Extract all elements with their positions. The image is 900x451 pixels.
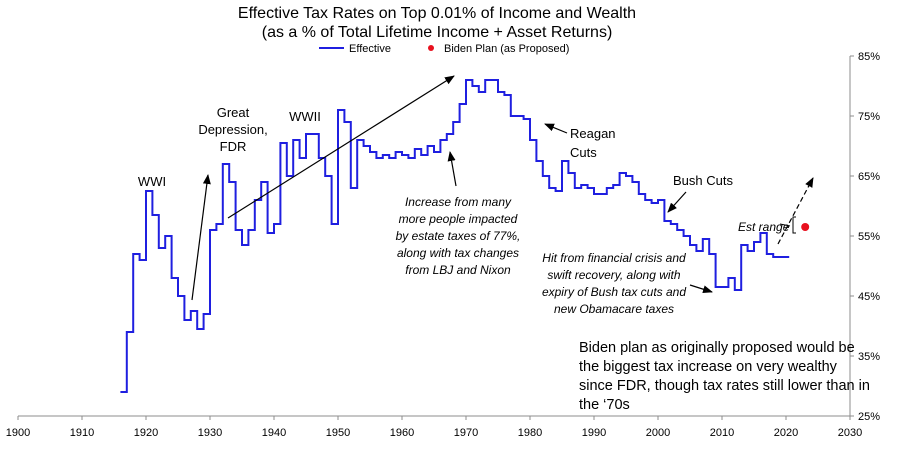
- arrow-estate: [447, 151, 457, 187]
- arrow-reagan: [544, 123, 568, 134]
- series-effective-line: [120, 79, 790, 393]
- biden-note-4: the ‘70s: [579, 397, 630, 413]
- arrow-bush: [667, 191, 687, 213]
- label-great-depression-3: FDR: [220, 139, 247, 154]
- label-great-depression-1: Great: [217, 105, 250, 120]
- x-tick-label: 2020: [774, 427, 798, 439]
- label-increase-5: from LBJ and Nixon: [405, 263, 511, 277]
- y-tick-label: 85%: [858, 51, 880, 63]
- est-range-bracket: [792, 216, 796, 234]
- label-crisis-4: new Obamacare taxes: [554, 302, 674, 316]
- legend: Effective Biden Plan (as Proposed): [319, 43, 569, 55]
- x-tick-label: 1980: [518, 427, 542, 439]
- biden-note-1: Biden plan as originally proposed would …: [579, 340, 855, 356]
- y-tick-label: 65%: [858, 171, 880, 183]
- annotation-arrows: [191, 75, 814, 301]
- arrow-to-peak: [227, 75, 455, 219]
- y-axis-ticks: 25% 35% 45% 55% 65% 75% 85%: [850, 51, 880, 423]
- y-tick-label: 45%: [858, 291, 880, 303]
- legend-label-biden: Biden Plan (as Proposed): [444, 43, 569, 55]
- label-increase-3: by estate taxes of 77%,: [396, 229, 521, 243]
- x-tick-label: 1940: [262, 427, 286, 439]
- x-tick-label: 1960: [390, 427, 414, 439]
- x-tick-label: 1910: [70, 427, 94, 439]
- chart-title: Effective Tax Rates on Top 0.01% of Inco…: [238, 5, 636, 22]
- label-increase-2: more people impacted: [399, 212, 518, 226]
- x-tick-label: 1900: [6, 427, 30, 439]
- biden-note-2: the biggest tax increase on very wealthy: [579, 359, 838, 375]
- x-tick-label: 1920: [134, 427, 158, 439]
- label-crisis-2: swift recovery, along with: [547, 268, 680, 282]
- x-tick-label: 2030: [838, 427, 862, 439]
- label-increase-4: along with tax changes: [397, 246, 519, 260]
- x-axis-ticks: 1900 1910 1920 1930 1940 1950 1960 1970 1980 1990…: [6, 416, 862, 439]
- biden-plan-point: [801, 223, 810, 231]
- label-crisis-3: expiry of Bush tax cuts and: [542, 285, 686, 299]
- label-reagan-1: Reagan: [570, 126, 616, 141]
- x-tick-label: 1990: [582, 427, 606, 439]
- biden-note-3: since FDR, though tax rates still lower …: [579, 378, 870, 394]
- label-wwii: WWII: [289, 109, 321, 124]
- label-reagan-2: Cuts: [570, 145, 597, 160]
- y-tick-label: 55%: [858, 231, 880, 243]
- est-range-pointer: [779, 223, 791, 227]
- x-tick-label: 1950: [326, 427, 350, 439]
- label-wwi: WWI: [138, 174, 166, 189]
- label-bush-cuts: Bush Cuts: [673, 173, 733, 188]
- arrow-crisis: [689, 284, 713, 294]
- chart-subtitle: (as a % of Total Lifetime Income + Asset…: [262, 24, 613, 41]
- legend-marker-biden: [428, 45, 434, 51]
- y-tick-label: 25%: [858, 411, 880, 423]
- label-great-depression-2: Depression,: [198, 122, 267, 137]
- label-est-range: Est range: [738, 220, 790, 234]
- x-tick-label: 1930: [198, 427, 222, 439]
- y-tick-label: 35%: [858, 351, 880, 363]
- x-tick-label: 2000: [646, 427, 670, 439]
- x-tick-label: 2010: [710, 427, 734, 439]
- arrow-biden-trend: [777, 177, 814, 245]
- x-tick-label: 1970: [454, 427, 478, 439]
- y-tick-label: 75%: [858, 111, 880, 123]
- label-crisis-1: Hit from financial crisis and: [542, 251, 686, 265]
- arrow-fdr: [191, 174, 211, 301]
- legend-label-effective: Effective: [349, 43, 391, 55]
- label-increase-1: Increase from many: [405, 195, 512, 209]
